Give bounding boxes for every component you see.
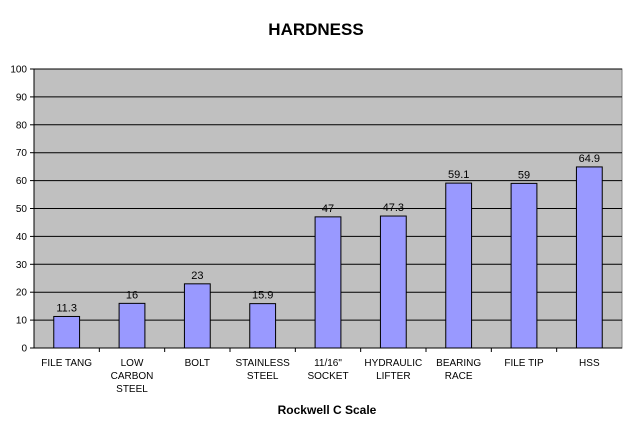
bar <box>118 302 146 349</box>
bar <box>445 182 473 349</box>
data-label: 16 <box>126 289 138 301</box>
data-label: 64.9 <box>579 153 600 165</box>
x-axis-label: Rockwell C Scale <box>278 403 377 417</box>
data-labels: 11.3 16 23 15.9 47 47.3 59.1 59 64.9 <box>56 153 600 315</box>
y-tick-label: 0 <box>21 344 27 355</box>
category-label: 11/16" SOCKET <box>307 358 348 382</box>
data-label: 15.9 <box>252 290 273 302</box>
category-label: HSS <box>579 358 600 369</box>
category-label: FILE TIP <box>504 358 544 369</box>
data-label: 59.1 <box>448 169 469 181</box>
category-label: LOW CARBON STEEL <box>111 358 154 395</box>
y-tick-label: 40 <box>16 232 28 243</box>
y-tick-label: 100 <box>10 65 27 76</box>
bar <box>575 166 603 349</box>
bar <box>183 283 211 349</box>
y-tick-label: 20 <box>16 288 28 299</box>
bars <box>53 166 603 349</box>
y-tick-label: 80 <box>16 120 28 131</box>
y-tick-label: 90 <box>16 92 28 103</box>
y-tick-label: 60 <box>16 176 28 187</box>
category-label: STAINLESS STEEL <box>236 358 291 382</box>
bar <box>379 215 407 349</box>
bar <box>314 216 342 349</box>
data-label: 47 <box>322 203 334 215</box>
x-axis-categories: FILE TANG LOW CARBON STEEL BOLT STAINLESS STEE… <box>41 348 600 395</box>
category-label: BEARING RACE <box>436 358 481 382</box>
bar <box>249 303 277 349</box>
data-label: 23 <box>191 270 203 282</box>
y-tick-label: 50 <box>16 204 28 215</box>
data-label: 11.3 <box>56 302 77 314</box>
y-tick-label: 10 <box>16 316 28 327</box>
chart-title: HARDNESS <box>268 20 363 39</box>
category-label: HYDRAULIC LIFTER <box>364 358 422 382</box>
data-label: 59 <box>518 169 530 181</box>
bar <box>53 315 81 349</box>
y-tick-label: 70 <box>16 148 28 159</box>
category-label: BOLT <box>185 358 210 369</box>
bar <box>510 182 538 349</box>
y-tick-label: 30 <box>16 260 28 271</box>
data-label: 47.3 <box>383 202 404 214</box>
y-axis-ticks: 0 10 20 30 40 50 60 70 80 90 100 <box>10 65 34 355</box>
category-label: FILE TANG <box>41 358 92 369</box>
